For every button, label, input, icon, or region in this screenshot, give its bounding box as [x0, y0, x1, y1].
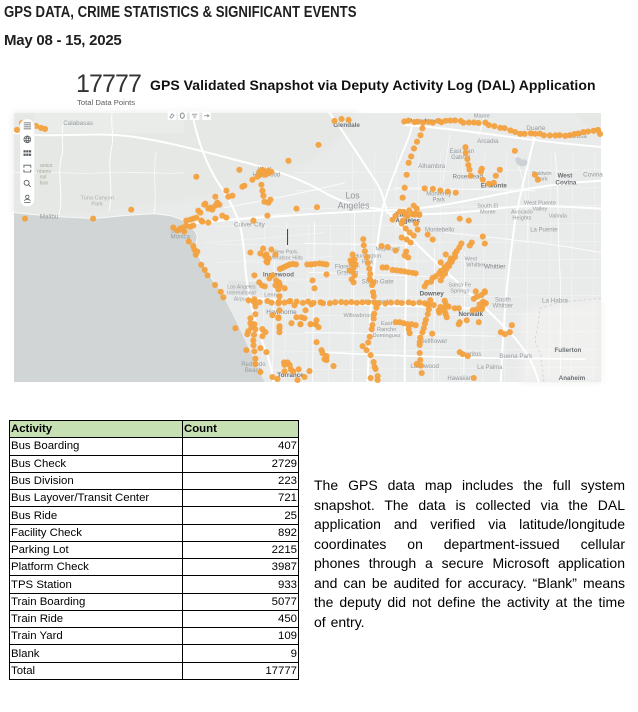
svg-text:East: East: [381, 321, 393, 327]
svg-text:Hawthorne: Hawthorne: [266, 309, 297, 316]
svg-text:Arcadia: Arcadia: [477, 138, 499, 145]
svg-text:Culver City: Culver City: [234, 222, 266, 229]
svg-text:Norwalk: Norwalk: [458, 311, 483, 318]
svg-text:La Puente: La Puente: [530, 228, 558, 234]
svg-text:Lennox: Lennox: [264, 292, 283, 298]
svg-text:Park: Park: [91, 202, 103, 208]
svg-text:Gabriel: Gabriel: [451, 155, 470, 161]
svg-text:La Palma: La Palma: [477, 365, 503, 371]
svg-text:Montebello: Montebello: [425, 228, 455, 234]
svg-text:Whittier: Whittier: [492, 303, 512, 309]
svg-text:Heights: Heights: [512, 216, 531, 222]
svg-text:tion: tion: [39, 181, 48, 187]
svg-text:Airport: Airport: [233, 296, 249, 302]
svg-text:Glendale: Glendale: [333, 122, 360, 129]
svg-text:Calabasas: Calabasas: [63, 120, 93, 127]
svg-text:Los: Los: [345, 191, 360, 201]
svg-text:West Puente: West Puente: [523, 201, 555, 207]
svg-text:West: West: [557, 173, 573, 180]
svg-text:South El: South El: [477, 204, 498, 210]
svg-text:Anaheim: Anaheim: [558, 375, 585, 382]
svg-text:Tuna Canyon: Tuna Canyon: [80, 196, 113, 202]
svg-text:View Park-: View Park-: [271, 249, 298, 255]
svg-text:ntains: ntains: [37, 169, 51, 175]
svg-text:Downey: Downey: [419, 290, 444, 297]
svg-text:Valley: Valley: [532, 207, 547, 213]
svg-text:Cerritos: Cerritos: [460, 352, 481, 358]
svg-text:Graham: Graham: [336, 270, 358, 276]
svg-text:Willowbrook: Willowbrook: [343, 313, 373, 319]
svg-text:Whittier: Whittier: [466, 262, 485, 268]
svg-text:La Habra: La Habra: [541, 297, 567, 304]
svg-text:Alhambra: Alhambra: [418, 163, 445, 170]
svg-text:Covina: Covina: [583, 172, 603, 179]
svg-text:Buena Park: Buena Park: [499, 353, 533, 360]
svg-text:Florence-: Florence-: [334, 264, 359, 270]
svg-text:Duarte: Duarte: [526, 125, 545, 132]
svg-text:Whittier: Whittier: [484, 263, 505, 270]
svg-text:Angeles: Angeles: [395, 218, 420, 225]
svg-text:Monterey: Monterey: [426, 192, 451, 198]
svg-text:Los Angeles: Los Angeles: [227, 284, 256, 290]
svg-text:Park: Park: [536, 177, 548, 183]
svg-text:International: International: [227, 290, 256, 296]
svg-text:Baldwin: Baldwin: [532, 171, 552, 177]
svg-text:Angeles: Angeles: [337, 201, 369, 211]
svg-text:Malibu: Malibu: [39, 214, 58, 221]
svg-text:Beach: Beach: [244, 368, 261, 374]
svg-text:Rosemead: Rosemead: [452, 174, 483, 181]
svg-text:Dominguez: Dominguez: [372, 333, 401, 339]
svg-text:West: West: [464, 256, 477, 262]
svg-text:South: South: [494, 297, 510, 303]
svg-text:Monte: Monte: [480, 210, 496, 216]
svg-text:Torrance: Torrance: [277, 372, 304, 379]
svg-text:Avocado: Avocado: [511, 210, 533, 216]
svg-text:Rancho: Rancho: [376, 327, 395, 333]
svg-text:Hawaiian: Hawaiian: [447, 376, 472, 382]
svg-text:Inglewood: Inglewood: [262, 271, 293, 278]
svg-text:Covina: Covina: [555, 180, 577, 187]
svg-text:nal: nal: [39, 175, 46, 181]
svg-text:Fullerton: Fullerton: [554, 347, 581, 354]
svg-text:Windsor Hills: Windsor Hills: [270, 255, 303, 261]
svg-text:East San: East San: [449, 149, 473, 155]
svg-text:anica: anica: [39, 163, 52, 169]
svg-text:Bellflower: Bellflower: [420, 338, 447, 345]
svg-text:Valinda: Valinda: [548, 214, 567, 220]
svg-text:South Gate: South Gate: [361, 278, 393, 285]
svg-text:Santa Fe: Santa Fe: [448, 282, 471, 288]
svg-text:Springs: Springs: [450, 288, 469, 294]
svg-text:El Monte: El Monte: [480, 183, 507, 190]
svg-text:Madre: Madre: [473, 113, 489, 119]
svg-text:Park: Park: [432, 198, 444, 204]
svg-text:Lakewood: Lakewood: [410, 363, 439, 370]
svg-text:Monica: Monica: [170, 235, 190, 241]
